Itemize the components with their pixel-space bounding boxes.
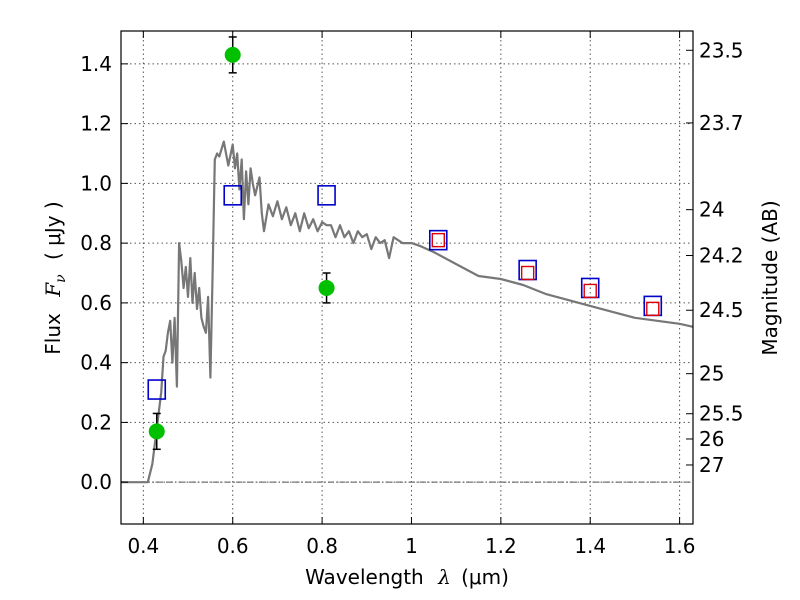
y2-tick-label: 23.5 bbox=[699, 38, 744, 62]
y-axis-label-symbol: F bbox=[41, 282, 65, 298]
y2-tick-label: 26 bbox=[699, 427, 724, 451]
x-tick-label: 1.2 bbox=[485, 534, 517, 558]
x-tick-label: 0.6 bbox=[217, 534, 249, 558]
x-axis-ticks: 0.4 0.6 0.8 1 1.2 1.4 1.6 bbox=[127, 31, 696, 558]
x-tick-label: 1.4 bbox=[574, 534, 606, 558]
x-tick-label: 0.4 bbox=[127, 534, 159, 558]
y-axis-label-prefix: Flux bbox=[41, 313, 65, 355]
y2-tick-label: 25 bbox=[699, 362, 724, 386]
x-tick-label: 1 bbox=[405, 534, 418, 558]
model-photometry-inner-square bbox=[431, 232, 445, 248]
x-axis-label: Wavelength λ (μm) bbox=[305, 565, 509, 589]
observed-point bbox=[148, 423, 165, 440]
y-tick-label: 1.4 bbox=[80, 52, 112, 76]
x-tick-label: 1.6 bbox=[664, 534, 696, 558]
x-tick-label: 0.8 bbox=[306, 534, 338, 558]
y-tick-label: 0.8 bbox=[80, 231, 112, 255]
y-tick-label: 1.2 bbox=[80, 112, 112, 136]
y-axis-ticks: 0.0 0.2 0.4 0.6 0.8 1.0 1.2 1.4 bbox=[80, 52, 128, 494]
plot-frame bbox=[120, 30, 694, 525]
y-tick-label: 0.4 bbox=[80, 351, 112, 375]
model-photometry-inner-square bbox=[583, 283, 597, 299]
y2-tick-label: 24 bbox=[699, 198, 724, 222]
y-axis-label-subscript: ν bbox=[53, 274, 69, 283]
x-axis-label-unit: (μm) bbox=[461, 565, 509, 589]
observed-point bbox=[224, 46, 241, 63]
model-photometry-square bbox=[428, 229, 448, 251]
x-axis-label-prefix: Wavelength bbox=[305, 565, 424, 589]
model-photometry-points bbox=[147, 185, 663, 400]
observed-point bbox=[318, 279, 335, 296]
y-tick-label: 0.6 bbox=[80, 291, 112, 315]
y-tick-label: 0.2 bbox=[80, 410, 112, 434]
y-axis-label: Flux Fν ( μJy ) bbox=[41, 201, 70, 354]
model-photometry-square bbox=[317, 185, 336, 206]
y-tick-label: 1.0 bbox=[80, 171, 112, 195]
y2-tick-label: 24.5 bbox=[699, 298, 744, 322]
model-photometry-inner-square bbox=[646, 301, 660, 317]
model-photometry-square bbox=[147, 379, 167, 400]
y2-axis-label: Magnitude (AB) bbox=[758, 200, 782, 355]
plot-area bbox=[121, 36, 694, 484]
y-axis-label-unit: ( μJy ) bbox=[41, 201, 65, 260]
y-tick-label: 0.0 bbox=[80, 470, 112, 494]
model-photometry-inner-square bbox=[520, 265, 535, 281]
y2-tick-label: 27 bbox=[699, 453, 724, 477]
x-axis-label-symbol: λ bbox=[437, 565, 451, 589]
model-spectrum-line bbox=[121, 140, 694, 484]
observed-points bbox=[148, 46, 335, 440]
y2-tick-label: 23.7 bbox=[699, 111, 744, 135]
model-photometry-square bbox=[223, 185, 243, 206]
y2-tick-label: 25.5 bbox=[699, 402, 744, 426]
y2-tick-label: 24.2 bbox=[699, 244, 744, 268]
grid-lines bbox=[121, 31, 693, 524]
